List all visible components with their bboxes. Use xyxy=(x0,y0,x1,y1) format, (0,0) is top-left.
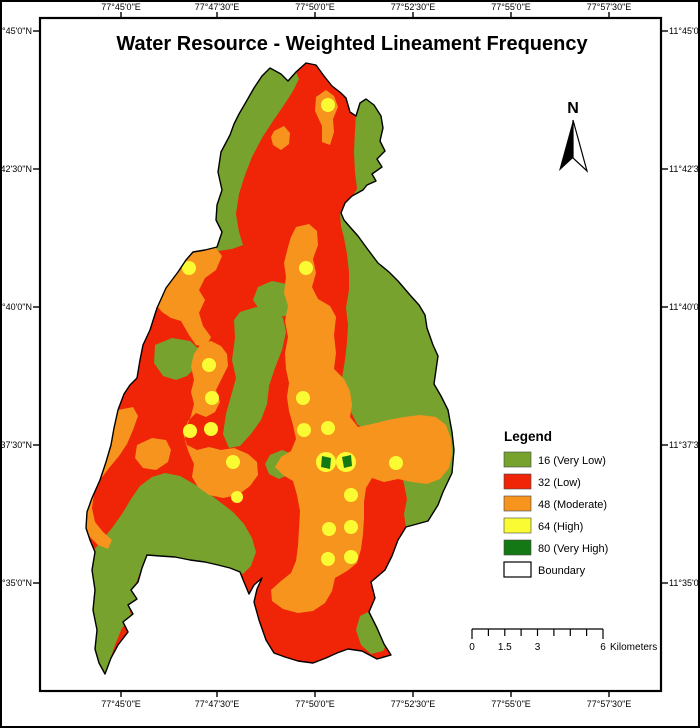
region-green-southwest-leg xyxy=(91,473,256,674)
legend-label-boundary: Boundary xyxy=(538,565,586,577)
north-arrow-label: N xyxy=(567,100,579,117)
region-orange-north-small xyxy=(271,126,290,150)
yellow-spot xyxy=(202,358,216,372)
north-arrow-left-half xyxy=(559,120,573,171)
lon-label: 77°50'0"E xyxy=(295,699,335,709)
legend-label-moderate: 48 (Moderate) xyxy=(538,499,607,511)
yellow-spot xyxy=(226,455,240,469)
region-orange-center-complex xyxy=(271,224,452,613)
yellow-spot xyxy=(182,261,196,275)
yellow-spot xyxy=(205,391,219,405)
region-orange-west-finger xyxy=(135,438,171,470)
yellow-spot xyxy=(204,422,218,436)
graticule-ticks-top xyxy=(120,12,610,18)
region-green-west-blob xyxy=(154,338,200,380)
legend-label-very-high: 80 (Very High) xyxy=(538,543,608,555)
graticule-ticks-bottom xyxy=(120,691,610,697)
legend-label-high: 64 (High) xyxy=(538,521,583,533)
longitude-labels-bottom: 77°45'0"E 77°47'30"E 77°50'0"E 77°52'30"… xyxy=(101,699,631,709)
lat-label: 11°35'0"N xyxy=(0,578,32,588)
lon-label: 77°45'0"E xyxy=(101,2,141,12)
map-regions-high xyxy=(182,98,403,566)
yellow-spot xyxy=(183,424,197,438)
legend-swatch-boundary xyxy=(503,561,532,578)
legend-swatch-very-low xyxy=(503,451,532,468)
legend-title: Legend xyxy=(504,429,552,444)
yellow-spot xyxy=(296,391,310,405)
lon-label: 77°47'30"E xyxy=(195,2,240,12)
lon-label: 77°55'0"E xyxy=(491,2,531,12)
longitude-labels-top: 77°45'0"E 77°47'30"E 77°50'0"E 77°52'30"… xyxy=(101,2,631,12)
lat-label: 11°35'0"N xyxy=(669,578,700,588)
lat-label: 11°37'30"N xyxy=(669,440,700,450)
lon-label: 77°47'30"E xyxy=(195,699,240,709)
legend-label-low: 32 (Low) xyxy=(538,477,581,489)
yellow-spot xyxy=(321,421,335,435)
region-green-center-large xyxy=(223,307,286,448)
yellow-spot xyxy=(344,520,358,534)
yellow-spot xyxy=(299,261,313,275)
legend: Legend 16 (Very Low) 32 (Low) 48 (Modera… xyxy=(503,429,608,578)
graticule-ticks-left xyxy=(33,30,40,584)
region-very-high-core xyxy=(342,455,352,468)
scale-unit: Kilometers xyxy=(610,642,657,653)
map-regions xyxy=(86,68,454,674)
scale-label-6: 6 xyxy=(600,642,606,653)
lon-label: 77°52'30"E xyxy=(391,699,436,709)
scale-bar-ticks xyxy=(471,628,604,639)
legend-swatch-low xyxy=(503,473,532,490)
map-regions-very-high xyxy=(321,455,352,469)
lon-label: 77°45'0"E xyxy=(101,699,141,709)
scale-label-1-5: 1.5 xyxy=(498,642,512,653)
map-title: Water Resource - Weighted Lineament Freq… xyxy=(116,33,588,55)
scale-label-0: 0 xyxy=(469,642,475,653)
legend-swatch-moderate xyxy=(503,495,532,512)
graticule-ticks-right xyxy=(661,30,668,584)
north-arrow: N xyxy=(559,100,589,173)
legend-swatch-very-high xyxy=(503,539,532,556)
lat-label: 11°37'30"N xyxy=(0,440,32,450)
region-orange-west xyxy=(157,247,222,347)
yellow-spot xyxy=(389,456,403,470)
watershed-boundary xyxy=(85,62,455,675)
lat-label: 11°42'30"N xyxy=(0,164,32,174)
yellow-spot xyxy=(297,423,311,437)
region-orange-west-edge xyxy=(86,407,138,549)
yellow-spot xyxy=(231,491,243,503)
latitude-labels-left: 11°45'0"N 11°42'30"N 11°40'0"N 11°37'30"… xyxy=(0,26,32,588)
map-regions-moderate xyxy=(86,90,452,613)
region-green-northwest-cap xyxy=(193,68,299,252)
lat-label: 11°45'0"N xyxy=(0,26,32,36)
scale-label-3: 3 xyxy=(535,642,541,653)
region-very-high-core xyxy=(321,456,331,469)
lat-label: 11°42'30"N xyxy=(669,164,700,174)
legend-label-very-low: 16 (Very Low) xyxy=(538,455,606,467)
north-arrow-right-half xyxy=(572,119,589,173)
latitude-labels-right: 11°45'0"N 11°42'30"N 11°40'0"N 11°37'30"… xyxy=(669,26,700,588)
lat-label: 11°40'0"N xyxy=(0,302,32,312)
region-orange-centerleft-column xyxy=(183,341,258,498)
scale-bar: 0 1.5 3 6 Kilometers xyxy=(469,628,657,653)
legend-swatch-high xyxy=(503,517,532,534)
lon-label: 77°50'0"E xyxy=(295,2,335,12)
yellow-spot xyxy=(344,488,358,502)
yellow-spot xyxy=(322,522,336,536)
lat-label: 11°40'0"N xyxy=(669,302,700,312)
yellow-spot xyxy=(321,98,335,112)
lat-label: 11°45'0"N xyxy=(669,26,700,36)
yellow-spot xyxy=(321,552,335,566)
lon-label: 77°55'0"E xyxy=(491,699,531,709)
lon-label: 77°57'30"E xyxy=(587,2,632,12)
lon-label: 77°52'30"E xyxy=(391,2,436,12)
yellow-spot xyxy=(344,550,358,564)
lon-label: 77°57'30"E xyxy=(587,699,632,709)
